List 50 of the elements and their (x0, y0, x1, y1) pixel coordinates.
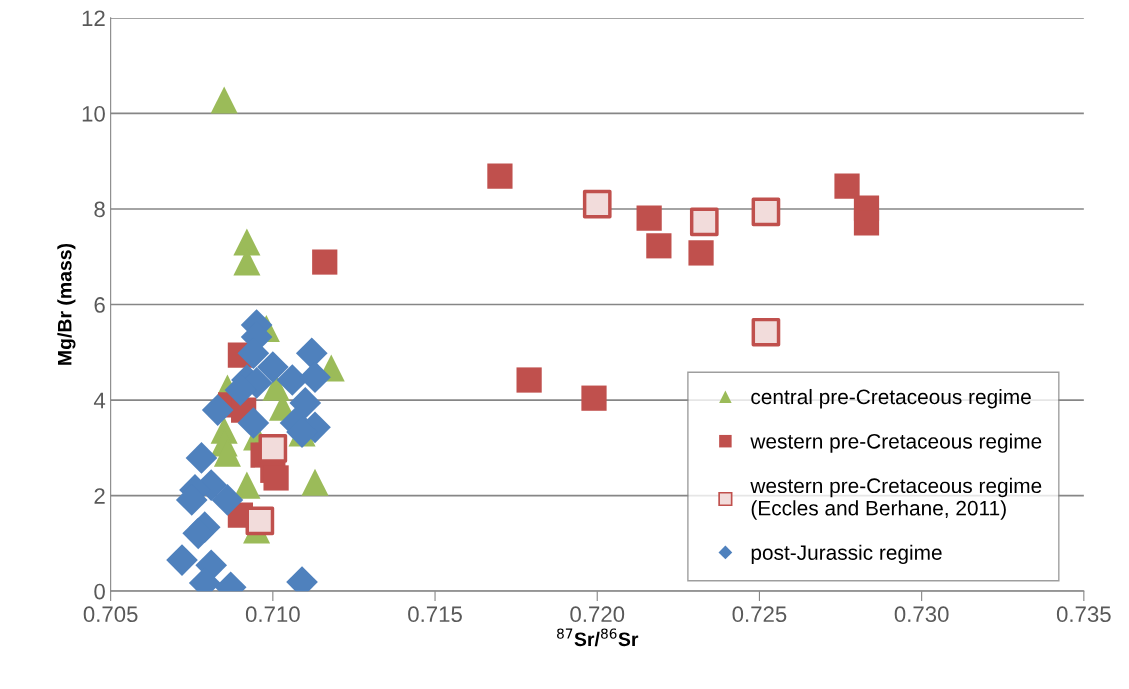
point (210, 86, 238, 114)
point (211, 484, 244, 516)
point (853, 210, 880, 236)
point (516, 367, 542, 393)
y-tick-label: 12 (82, 10, 105, 26)
point (237, 407, 270, 439)
point (201, 394, 234, 426)
point (636, 205, 662, 231)
y-tick-label: 4 (93, 392, 106, 409)
x-tick-label: 0.720 (570, 606, 625, 623)
legend-label: western pre-Cretaceous regime (Eccles and Berhane, 2011) (750, 477, 1042, 520)
x-tick-label: 0.710 (245, 606, 300, 623)
point (688, 240, 714, 266)
point (233, 471, 261, 499)
y-tick-label: 0 (94, 583, 105, 600)
point (233, 228, 261, 256)
point (689, 207, 719, 237)
point (312, 249, 338, 275)
point (299, 361, 331, 393)
point (301, 468, 329, 496)
point (751, 317, 781, 347)
point (258, 433, 288, 463)
legend-label: central pre-Cretaceous regime (751, 388, 1031, 409)
x-tick-label: 0.705 (83, 606, 138, 623)
x-tick-label: 0.715 (408, 606, 462, 623)
point (646, 233, 672, 259)
x-tick-label: 0.735 (1056, 606, 1111, 623)
point (582, 189, 612, 219)
x-tick-label: 0.725 (732, 606, 787, 623)
y-tick-label: 6 (94, 297, 105, 313)
x-tick-label: 0.730 (894, 606, 949, 623)
point (834, 173, 860, 199)
legend-label: post-Jurassic regime (751, 544, 942, 565)
point (185, 442, 218, 474)
y-tick-label: 2 (94, 488, 105, 504)
point (257, 351, 289, 383)
y-tick-label: 8 (94, 201, 105, 218)
legend-label: western pre-Cretaceous regime (750, 433, 1042, 453)
point (166, 544, 198, 576)
point (295, 337, 328, 370)
point (289, 387, 322, 419)
x-axis-title: $^{87}$Sr/$^{86}$Sr (557, 628, 639, 647)
point (581, 385, 607, 411)
y-axis-title: Mg/Br (mass) (57, 243, 76, 365)
point (751, 197, 781, 227)
y-tick-label: 10 (82, 105, 105, 122)
point (182, 517, 215, 550)
point (263, 465, 289, 491)
point (245, 506, 275, 536)
point (487, 163, 513, 189)
